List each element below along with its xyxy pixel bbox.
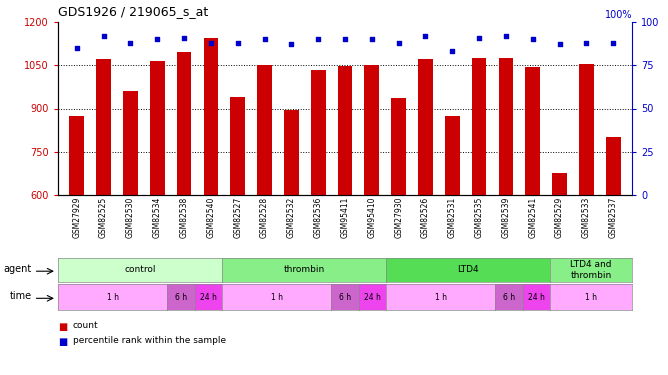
Bar [177,52,192,195]
Bar [606,137,621,195]
Point [259,36,270,42]
Bar [472,58,486,195]
Bar [337,66,353,195]
Text: 24 h: 24 h [528,292,545,302]
Bar [69,116,84,195]
Text: LTD4: LTD4 [457,266,479,274]
Point [608,40,619,46]
Text: control: control [124,266,156,274]
Text: agent: agent [3,264,32,274]
Point [125,40,136,46]
Bar [498,58,513,195]
Text: 6 h: 6 h [175,292,187,302]
Point [152,36,162,42]
Point [339,36,350,42]
Text: 24 h: 24 h [364,292,381,302]
Point [420,33,431,39]
Bar [311,70,325,195]
Text: count: count [73,321,98,330]
Bar [96,60,111,195]
Bar [150,61,164,195]
Text: 1 h: 1 h [107,292,119,302]
Point [393,40,404,46]
Text: LTD4 and
thrombin: LTD4 and thrombin [570,260,612,280]
Bar [257,65,272,195]
Text: GDS1926 / 219065_s_at: GDS1926 / 219065_s_at [58,5,208,18]
Bar [365,65,379,195]
Text: thrombin: thrombin [283,266,325,274]
Point [71,45,82,51]
Text: 100%: 100% [605,10,632,20]
Bar [525,67,540,195]
Point [179,34,190,40]
Bar [123,91,138,195]
Text: 1 h: 1 h [585,292,597,302]
Bar [552,173,567,195]
Point [500,33,511,39]
Point [286,42,297,48]
Text: 24 h: 24 h [200,292,217,302]
Bar [284,110,299,195]
Point [474,34,484,40]
Point [554,42,565,48]
Bar [445,116,460,195]
Point [232,40,243,46]
Point [581,40,592,46]
Point [313,36,323,42]
Bar [204,38,218,195]
Point [447,48,458,54]
Point [528,36,538,42]
Bar [391,98,406,195]
Point [367,36,377,42]
Text: time: time [10,291,32,301]
Bar [579,64,594,195]
Text: 1 h: 1 h [271,292,283,302]
Point [206,40,216,46]
Text: 6 h: 6 h [339,292,351,302]
Bar [418,59,433,195]
Text: 6 h: 6 h [503,292,515,302]
Text: 1 h: 1 h [435,292,447,302]
Text: percentile rank within the sample: percentile rank within the sample [73,336,226,345]
Point [98,33,109,39]
Text: ■: ■ [58,322,67,332]
Bar [230,97,245,195]
Text: ■: ■ [58,337,67,347]
